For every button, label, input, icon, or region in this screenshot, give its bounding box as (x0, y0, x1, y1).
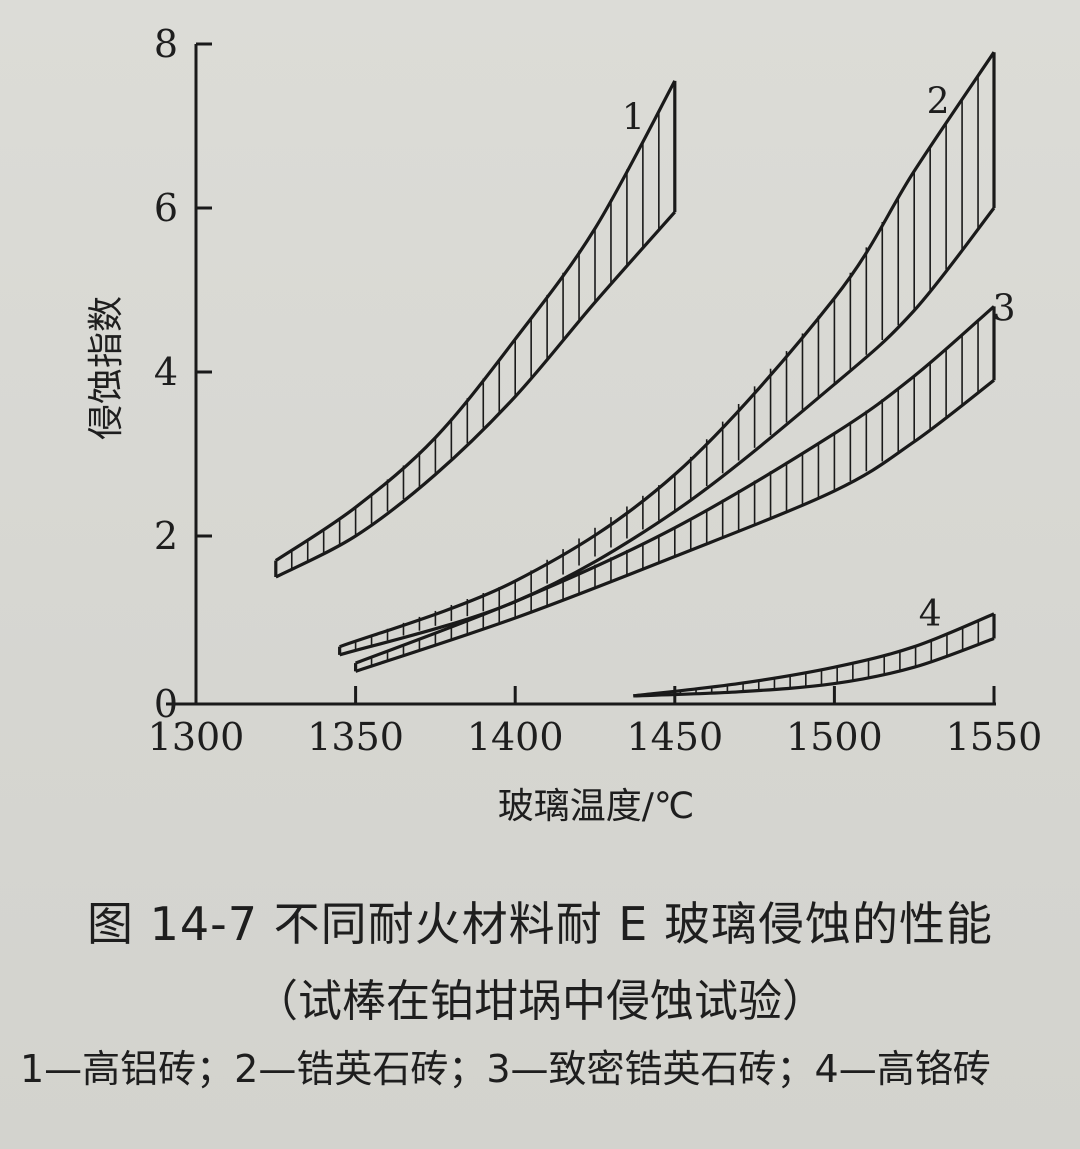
y-tick-label: 2 (154, 514, 178, 558)
figure-caption-subtitle: （试棒在铂坩埚中侵蚀试验） (254, 976, 826, 1027)
y-tick-label: 8 (154, 22, 178, 66)
series-label-3: 3 (993, 288, 1016, 329)
figure-caption-legend: 1—高铝砖；2—锆英石砖；3—致密锆英石砖；4—高铬砖 (20, 1047, 991, 1091)
x-tick-label: 1300 (148, 715, 245, 759)
labels-layer: 1 2 3 4 (622, 82, 1016, 636)
figure-caption-title: 图 14-7 不同耐火材料耐 E 玻璃侵蚀的性能 (87, 897, 993, 951)
y-tick-label: 0 (154, 682, 178, 726)
series-4-upper-line (633, 612, 995, 698)
series-label-1: 1 (622, 98, 645, 139)
x-tick-label: 1350 (307, 715, 404, 759)
axes: 0 2 4 6 8 1300 1350 1400 1450 1500 1550 玻璃温度/℃ 侵蚀指数 (86, 22, 1042, 827)
series-label-2: 2 (927, 82, 950, 123)
series-3-upper-line (355, 305, 996, 665)
series-2-lower-line (339, 207, 996, 657)
series-1-lower-line (275, 211, 676, 579)
x-tick-label: 1500 (786, 715, 883, 759)
series-2-upper-line (339, 51, 996, 649)
series-label-4: 4 (919, 594, 942, 635)
series-1-upper-line (274, 80, 677, 562)
series-band-1 (274, 80, 677, 579)
y-axis-title: 侵蚀指数 (86, 296, 127, 440)
series-band-4 (633, 612, 996, 698)
x-tick-label: 1550 (946, 715, 1043, 759)
series-layer (274, 51, 996, 698)
series-3-lower-line (355, 378, 995, 673)
y-tick-label: 4 (154, 350, 178, 394)
x-tick-label: 1400 (467, 715, 564, 759)
series-band-3 (354, 305, 996, 673)
y-tick-label: 6 (154, 186, 178, 230)
x-tick-label: 1450 (626, 715, 723, 759)
series-band-2 (338, 51, 996, 657)
series-4-lower-line (633, 636, 995, 698)
x-axis-title: 玻璃温度/℃ (498, 786, 695, 827)
